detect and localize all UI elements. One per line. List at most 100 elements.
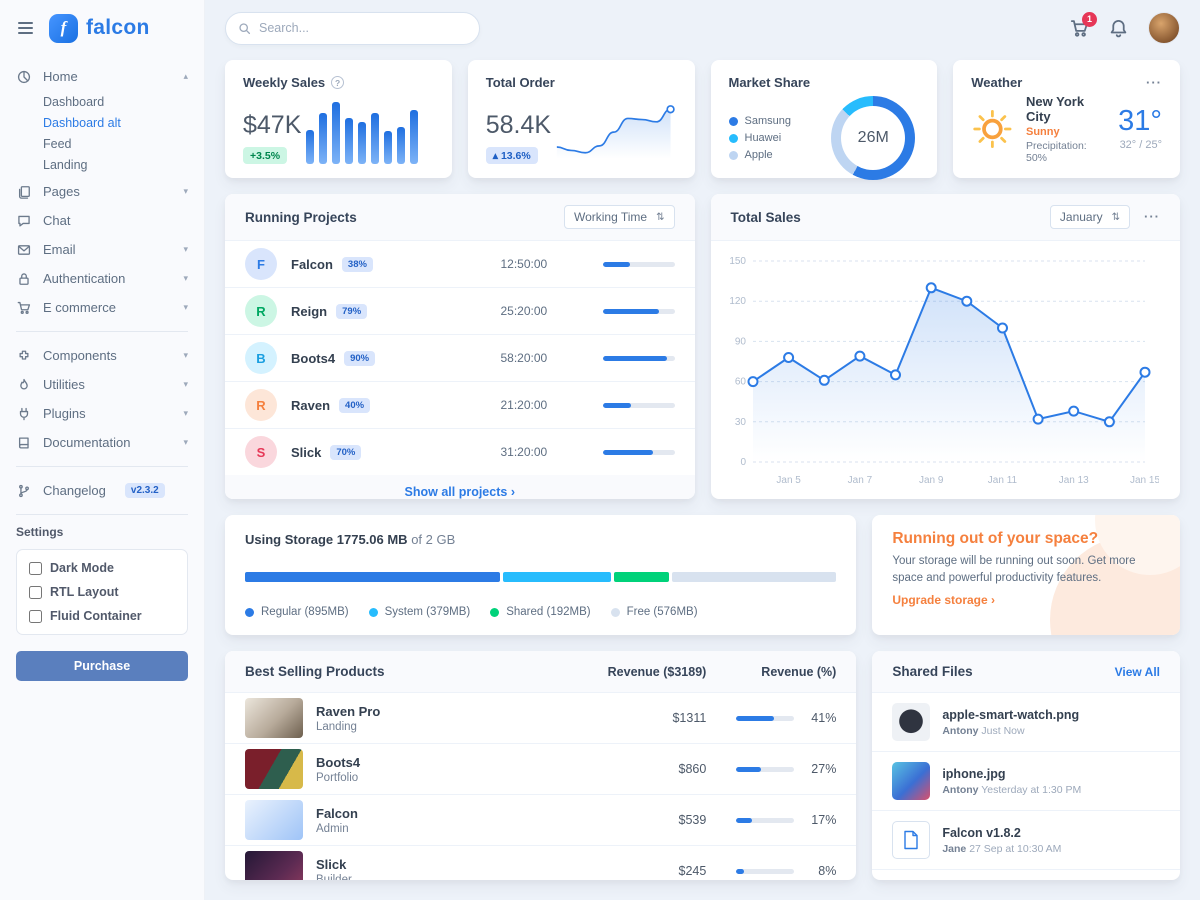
legend-dot [610,607,620,617]
dark-mode-toggle[interactable]: Dark Mode [29,561,175,575]
legend-label: System (379MB) [384,606,471,618]
sidebar-item-authentication[interactable]: Authentication ▾ [16,264,188,293]
svg-text:150: 150 [729,256,746,267]
show-all-projects-link[interactable]: Show all projects › [225,475,695,499]
view-all-link[interactable]: View All [1114,664,1160,679]
product-category[interactable]: Builder [316,873,352,881]
dark-mode-checkbox[interactable] [29,561,42,575]
file-row[interactable]: iMac.jpg Rowen 23 Sep at 6:10 PM [872,870,1180,880]
fluid-container-checkbox[interactable] [29,609,42,623]
product-name[interactable]: Boots4 [316,754,361,770]
pages-icon [16,185,32,199]
upgrade-storage-link[interactable]: Upgrade storage › [892,593,995,607]
card-menu-icon[interactable]: ··· [1146,74,1162,90]
sidebar-item-plugins[interactable]: Plugins ▾ [16,399,188,428]
product-category[interactable]: Portfolio [316,771,359,784]
project-time: 58:20:00 [500,351,548,365]
product-category[interactable]: Landing [316,720,357,733]
project-name[interactable]: Reign [291,303,328,319]
svg-text:0: 0 [740,457,746,468]
sidebar-item-documentation[interactable]: Documentation ▾ [16,428,188,457]
rtl-layout-checkbox[interactable] [29,585,42,599]
revenue-bar [736,868,795,874]
file-row[interactable]: apple-smart-watch.png Antony Just Now [872,693,1180,752]
chevron-down-icon: ▾ [183,408,188,418]
sidebar-item-changelog[interactable]: Changelog v2.3.2 [16,476,188,505]
brand-name: falcon [86,16,150,39]
product-category[interactable]: Admin [316,822,349,835]
project-name[interactable]: Boots4 [291,350,336,366]
falcon-logo-icon: f [49,13,78,43]
info-icon[interactable]: ? [331,76,345,89]
weather-card: Weather ··· New York City Sunny Precipit… [953,60,1180,178]
card-menu-icon[interactable]: ··· [1144,209,1160,225]
total-order-badge-value: 13.6% [500,149,531,162]
legend-item-free: Free (576MB) [610,606,698,618]
sidebar-item-dashboard[interactable]: Dashboard [43,94,105,109]
notifications-button[interactable] [1109,19,1128,38]
product-name[interactable]: Raven Pro [316,703,381,719]
sidebar-item-utilities[interactable]: Utilities ▾ [16,370,188,399]
file-thumbnail [892,703,931,741]
weekly-sales-chart [305,102,434,164]
arrow-right-icon: › [510,485,515,499]
file-row[interactable]: Falcon v1.8.2 Jane 27 Sep at 10:30 AM [872,811,1180,870]
column-header-revenue: Revenue ($3189) [607,664,707,679]
user-avatar[interactable] [1148,12,1180,44]
sort-icon: ⇅ [1111,211,1120,223]
total-order-badge: ▴ 13.6% [485,147,538,164]
search-box[interactable] [225,11,480,45]
sidebar-item-landing[interactable]: Landing [43,157,88,172]
bell-icon [1110,19,1127,37]
brand-logo[interactable]: f falcon [49,13,150,43]
total-sales-card: Total Sales January ⇅ ··· 0 30 60 9 [710,194,1180,499]
svg-text:60: 60 [734,377,746,388]
sidebar-item-home[interactable]: Home ▴ [16,62,188,91]
hamburger-menu-icon[interactable] [16,18,35,38]
product-name[interactable]: Slick [316,856,347,872]
purchase-button[interactable]: Purchase [16,651,188,681]
sidebar-item-email[interactable]: Email ▾ [16,235,188,264]
chevron-up-icon: ▴ [183,71,188,81]
sidebar-item-label: Utilities [43,377,85,392]
sidebar-item-components[interactable]: Components ▾ [16,341,188,370]
chevron-down-icon: ▾ [183,273,188,283]
total-order-card: Total Order 58.4K ▴ 13.6% [467,60,695,178]
card-title: Weekly Sales [243,75,326,90]
project-avatar: B [245,342,277,374]
month-select[interactable]: January ⇅ [1049,205,1130,229]
project-row: F Falcon 38% 12:50:00 [225,241,695,288]
sidebar-item-chat[interactable]: Chat [16,206,188,235]
product-revenue: $860 [678,762,707,776]
sidebar-item-ecommerce[interactable]: E commerce ▾ [16,293,188,322]
project-name[interactable]: Falcon [291,256,333,272]
file-row[interactable]: iphone.jpg Antony Yesterday at 1:30 PM [872,752,1180,811]
working-time-select[interactable]: Working Time ⇅ [563,205,675,229]
sidebar-item-label: Changelog [43,483,106,498]
product-name[interactable]: Falcon [316,805,358,821]
file-icon [904,830,919,850]
revenue-bar [736,715,795,721]
storage-total: of 2 GB [411,532,456,547]
fluid-container-toggle[interactable]: Fluid Container [29,609,175,623]
product-revenue: $1311 [672,711,707,725]
rtl-layout-toggle[interactable]: RTL Layout [29,585,175,599]
legend-item-samsung: Samsung [728,115,791,127]
project-name[interactable]: Raven [291,397,331,413]
product-row: Slick Builder $245 8% [225,846,856,880]
weather-precipitation: Precipitation: 50% [1026,140,1087,164]
project-progress [602,355,675,361]
sidebar-divider [16,331,188,332]
legend-dot [490,607,500,617]
sidebar-item-pages[interactable]: Pages ▾ [16,177,188,206]
project-name[interactable]: Slick [291,444,322,460]
product-revenue: $539 [678,813,707,827]
weather-city: New York City [1026,94,1085,124]
sidebar-item-label: Email [43,242,76,257]
sidebar-item-label: Home [43,69,78,84]
sidebar-item-feed[interactable]: Feed [43,136,72,151]
legend-label: Shared (192MB) [506,606,591,618]
cart-button[interactable]: 1 [1070,11,1097,38]
search-input[interactable] [259,21,467,35]
sidebar-item-dashboard-alt[interactable]: Dashboard alt [43,115,121,130]
